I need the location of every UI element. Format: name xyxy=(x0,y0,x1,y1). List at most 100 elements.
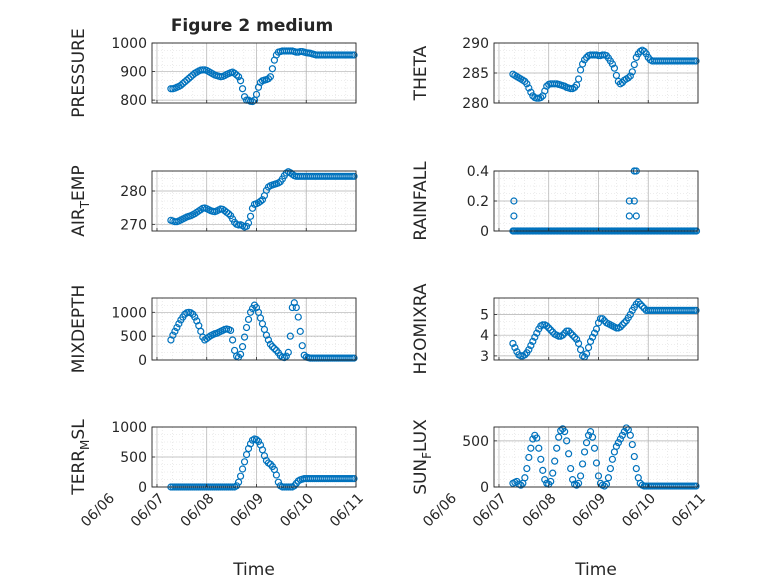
data-point xyxy=(612,442,621,450)
data-point xyxy=(282,352,290,360)
data-point xyxy=(584,431,593,439)
data-point xyxy=(246,440,255,448)
y-tick-label: 1000 xyxy=(111,305,147,321)
data-point xyxy=(348,51,356,59)
data-point xyxy=(565,450,573,458)
data-point xyxy=(258,446,267,454)
data-point xyxy=(238,343,247,351)
data-point xyxy=(624,74,632,82)
data-point xyxy=(614,439,622,447)
data-point xyxy=(227,326,235,335)
y-tick-label: 0.2 xyxy=(467,194,489,210)
data-point xyxy=(236,350,245,358)
data-point xyxy=(616,435,624,443)
data-point xyxy=(584,344,593,352)
data-point xyxy=(576,66,585,74)
data-point xyxy=(588,333,597,341)
axes-box xyxy=(493,297,699,361)
data-point xyxy=(567,84,575,93)
data-point xyxy=(634,298,642,306)
data-point xyxy=(628,440,636,449)
data-point xyxy=(531,333,539,341)
data-point xyxy=(642,50,650,58)
data-point xyxy=(557,427,565,435)
data-point xyxy=(574,339,583,348)
data-point xyxy=(270,344,278,353)
data-point xyxy=(248,97,257,106)
data-point xyxy=(527,444,535,452)
axes-box xyxy=(493,426,699,488)
x-axis-label: Time xyxy=(574,560,617,580)
y-tick-label: 270 xyxy=(120,217,147,233)
data-point xyxy=(232,71,241,79)
data-point xyxy=(567,329,575,337)
data-point xyxy=(632,212,640,220)
y-axis-label: AIRTEMP xyxy=(69,165,92,236)
series-markers xyxy=(509,46,700,102)
data-point xyxy=(232,482,241,490)
data-point xyxy=(527,341,535,350)
data-point xyxy=(630,60,638,69)
data-point xyxy=(298,342,306,350)
data-point xyxy=(608,60,617,68)
data-point xyxy=(574,75,583,83)
data-point xyxy=(618,431,626,439)
subplot-5: 0 500 1000 MIXDEPTH xyxy=(69,285,358,373)
data-point xyxy=(268,343,277,351)
data-point xyxy=(576,472,585,480)
data-point xyxy=(547,326,555,334)
data-point xyxy=(638,302,646,310)
data-point xyxy=(346,172,354,180)
y-tick-label: 5 xyxy=(480,308,489,324)
data-point xyxy=(346,354,354,362)
data-point xyxy=(292,303,300,312)
data-point xyxy=(692,306,700,314)
data-point xyxy=(567,464,575,473)
data-point xyxy=(274,478,282,486)
data-point xyxy=(272,471,280,479)
data-point xyxy=(582,439,591,447)
series-markers xyxy=(167,47,358,106)
data-point xyxy=(348,354,356,362)
data-point xyxy=(296,327,304,335)
subplot-4: 0 0.2 0.4 RAINFALL xyxy=(411,161,701,241)
data-point xyxy=(561,428,569,436)
data-point xyxy=(254,437,263,445)
data-point xyxy=(533,94,541,102)
data-point xyxy=(569,331,577,339)
data-point xyxy=(229,336,237,344)
data-point xyxy=(286,332,294,340)
y-axis-label: RAINFALL xyxy=(411,161,431,241)
data-point xyxy=(612,71,621,80)
data-point xyxy=(547,477,555,486)
data-point xyxy=(242,323,251,332)
data-point xyxy=(529,337,537,345)
data-point xyxy=(256,197,265,205)
data-point xyxy=(525,346,533,354)
data-point xyxy=(510,212,518,220)
data-point xyxy=(539,466,547,474)
data-point xyxy=(523,80,531,88)
y-tick-label: 290 xyxy=(462,36,489,52)
y-tick-label: 900 xyxy=(120,65,147,81)
data-point xyxy=(517,352,525,360)
data-point xyxy=(632,53,640,62)
data-point xyxy=(625,197,633,205)
data-point xyxy=(517,481,525,489)
data-point xyxy=(244,219,253,227)
data-point xyxy=(688,306,696,314)
data-point xyxy=(537,455,545,463)
data-point xyxy=(572,335,581,343)
data-point xyxy=(539,321,547,329)
y-tick-label: 1000 xyxy=(111,36,147,52)
data-point xyxy=(608,455,617,463)
data-point xyxy=(580,448,589,456)
data-point xyxy=(640,304,648,312)
data-point xyxy=(692,57,700,65)
y-tick-label: 0.4 xyxy=(467,164,489,180)
y-tick-label: 0 xyxy=(480,480,489,496)
data-point xyxy=(191,313,199,321)
axes-box xyxy=(151,42,357,104)
data-point xyxy=(590,444,599,452)
